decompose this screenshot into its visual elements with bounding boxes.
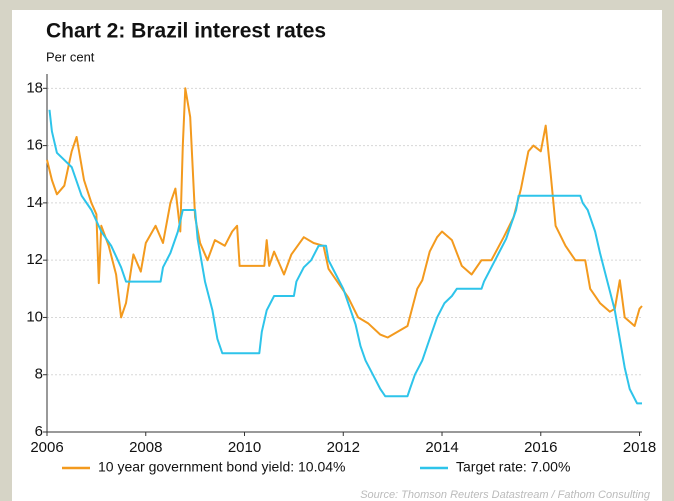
y-tick-label: 12 [26,251,43,268]
x-tick-label: 2012 [327,439,360,456]
source: Source: Thomson Reuters Datastream / Fat… [360,489,651,501]
y-tick-label: 18 [26,79,43,96]
y-tick-label: 14 [26,194,43,211]
x-tick-label: 2018 [623,439,656,456]
x-tick-label: 2008 [129,439,162,456]
line-series [48,109,642,405]
y-tick-label: 8 [35,366,43,383]
x-tick-label: 2014 [425,439,458,456]
y-tick-label: 10 [26,308,43,325]
line-series [46,87,643,339]
legend-label: 10 year government bond yield: 10.04% [98,459,346,475]
x-tick-label: 2006 [30,439,63,456]
y-tick-label: 16 [26,137,43,154]
y-tick-label: 6 [35,423,43,440]
panel [12,10,662,501]
legend-label: Target rate: 7.00% [456,459,570,475]
x-tick-label: 2010 [228,439,261,456]
x-tick-label: 2016 [524,439,557,456]
chart-subtitle: Per cent [46,49,95,64]
chart-title: Chart 2: Brazil interest rates [46,20,326,43]
